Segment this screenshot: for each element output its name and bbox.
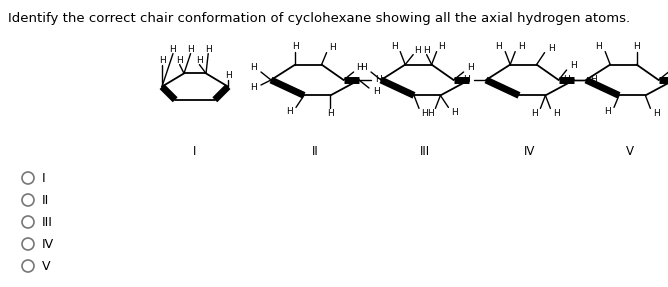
Text: H: H	[357, 63, 363, 73]
Text: V: V	[626, 145, 634, 158]
Text: H: H	[548, 44, 555, 53]
Text: H: H	[518, 42, 525, 51]
Text: Identify the correct chair conformation of cyclohexane showing all the axial hyd: Identify the correct chair conformation …	[8, 12, 630, 25]
Text: IV: IV	[42, 238, 54, 251]
Text: H: H	[421, 109, 428, 118]
Text: H: H	[463, 75, 470, 84]
Text: H: H	[205, 45, 212, 54]
Text: H: H	[250, 84, 257, 92]
Text: H: H	[373, 88, 379, 96]
Text: H: H	[170, 45, 176, 54]
Text: H: H	[439, 42, 446, 51]
Text: H: H	[224, 71, 231, 80]
Text: H: H	[413, 46, 421, 55]
Text: H: H	[250, 63, 257, 73]
Text: H: H	[196, 56, 203, 65]
Text: H: H	[633, 42, 640, 51]
Text: III: III	[42, 216, 53, 228]
Text: H: H	[468, 63, 474, 73]
Text: II: II	[312, 145, 319, 158]
Text: H: H	[375, 75, 381, 84]
Text: H: H	[653, 109, 660, 118]
Text: H: H	[187, 45, 194, 54]
Text: H: H	[329, 43, 337, 52]
Text: H: H	[327, 109, 334, 118]
Text: V: V	[42, 259, 51, 272]
Text: H: H	[424, 46, 430, 55]
Text: III: III	[420, 145, 430, 158]
Text: H: H	[287, 107, 293, 116]
Text: IV: IV	[524, 145, 536, 158]
Text: H: H	[595, 42, 602, 51]
Text: II: II	[42, 193, 49, 207]
Text: I: I	[42, 172, 45, 185]
Text: H: H	[158, 56, 166, 65]
Text: H: H	[292, 42, 299, 51]
Text: H: H	[605, 107, 611, 116]
Text: I: I	[193, 145, 196, 158]
Text: H: H	[570, 61, 577, 71]
Text: H: H	[360, 63, 367, 73]
Text: H: H	[590, 75, 597, 84]
Text: H: H	[530, 109, 537, 118]
Text: H: H	[563, 75, 570, 84]
Text: H: H	[391, 42, 398, 51]
Text: H: H	[427, 109, 434, 118]
Text: H: H	[452, 108, 458, 117]
Text: H: H	[176, 56, 183, 65]
Text: H: H	[496, 42, 502, 51]
Text: H: H	[553, 109, 560, 118]
